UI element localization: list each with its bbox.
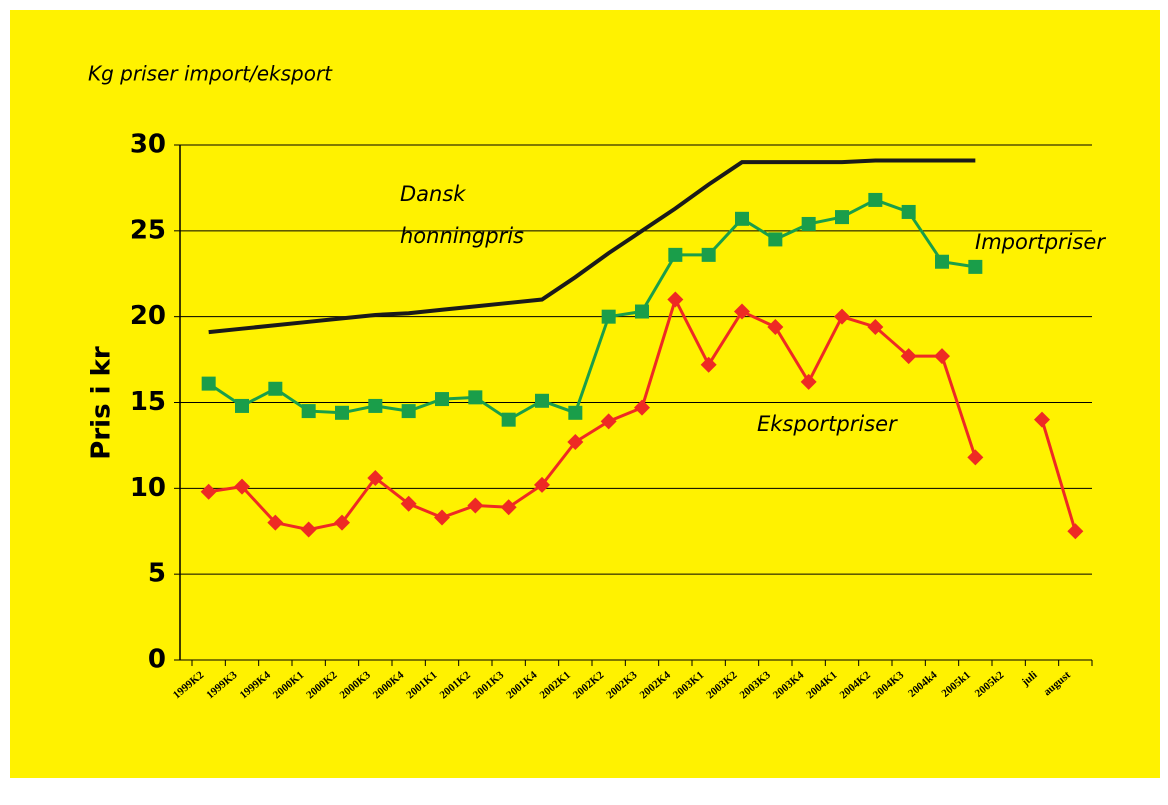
marker <box>867 318 884 335</box>
marker <box>267 514 284 531</box>
marker <box>535 393 549 408</box>
marker <box>401 404 416 419</box>
marker <box>534 476 550 493</box>
marker <box>801 216 816 231</box>
marker <box>468 390 483 405</box>
marker <box>600 413 617 430</box>
y-tick-label: 0 <box>148 645 166 675</box>
y-tick-label: 15 <box>130 387 166 417</box>
chart-title: Kg priser import/eksport <box>88 62 333 86</box>
series-line <box>208 158 976 335</box>
marker <box>334 514 350 531</box>
marker <box>300 521 317 538</box>
marker <box>968 259 983 274</box>
marker <box>1034 411 1050 428</box>
marker <box>900 348 917 365</box>
series-label: Eksportpriser <box>757 412 898 436</box>
marker <box>701 247 716 262</box>
marker <box>234 478 250 495</box>
y-tick-label: 30 <box>130 130 166 160</box>
marker <box>200 483 217 500</box>
y-tick-label: 5 <box>148 559 166 589</box>
marker <box>667 291 684 308</box>
marker <box>568 405 583 420</box>
marker <box>634 399 650 416</box>
y-tick-label: 25 <box>130 215 166 245</box>
marker <box>467 497 484 514</box>
marker <box>500 499 517 516</box>
marker <box>635 304 649 319</box>
marker <box>435 392 449 407</box>
marker <box>368 398 383 413</box>
y-tick-label: 20 <box>130 301 166 331</box>
marker <box>567 433 584 450</box>
marker <box>767 318 784 335</box>
marker <box>335 405 349 420</box>
marker <box>668 247 683 262</box>
marker <box>700 356 717 373</box>
marker <box>834 308 850 325</box>
marker <box>1067 523 1084 540</box>
marker <box>434 509 450 526</box>
marker <box>268 381 283 396</box>
y-axis-label: Pris i kr <box>87 346 117 460</box>
marker <box>601 309 616 324</box>
marker <box>235 398 249 413</box>
marker <box>901 204 916 219</box>
marker <box>400 495 417 512</box>
marker <box>768 232 783 247</box>
marker <box>735 211 749 226</box>
marker <box>501 412 516 427</box>
annotation: Dansk <box>400 182 466 206</box>
marker <box>967 449 984 466</box>
series-label: Importpriser <box>975 230 1106 254</box>
background <box>10 10 1160 778</box>
marker <box>868 192 883 207</box>
marker <box>301 404 316 419</box>
marker <box>835 210 849 225</box>
marker <box>800 373 817 390</box>
annotation: honningpris <box>400 224 524 248</box>
marker <box>734 303 750 320</box>
marker <box>367 470 384 487</box>
marker <box>934 348 950 365</box>
marker <box>201 376 216 391</box>
marker <box>935 254 949 269</box>
y-tick-label: 10 <box>130 473 166 503</box>
